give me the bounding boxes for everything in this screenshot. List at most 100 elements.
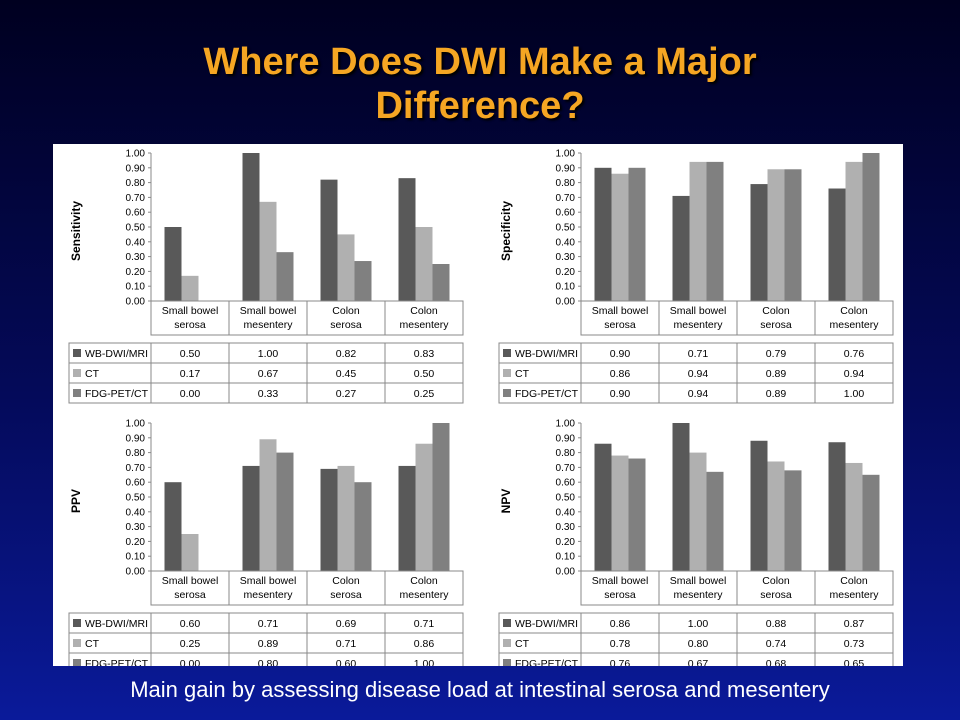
y-tick-label: 0.60 — [126, 208, 146, 219]
legend-label: WB-DWI/MRI — [515, 618, 578, 630]
y-tick-label: 0.10 — [556, 552, 576, 563]
category-label: Small bowel — [162, 575, 219, 587]
category-label: Small bowel — [240, 575, 297, 587]
y-tick-label: 0.60 — [556, 478, 576, 489]
category-label: Small bowel — [592, 575, 649, 587]
y-axis-label: PPV — [69, 489, 83, 513]
bar-wb — [594, 443, 612, 571]
bar-fdg — [784, 470, 802, 571]
bar-fdg — [706, 471, 724, 571]
legend-swatch-fdg — [73, 659, 81, 667]
bar-ct — [767, 461, 785, 571]
bar-wb — [320, 179, 338, 301]
legend-swatch-wb — [73, 619, 81, 627]
category-label: mesentery — [243, 319, 293, 331]
bar-fdg — [628, 167, 646, 301]
bar-wb — [320, 468, 338, 571]
table-value: 0.71 — [688, 348, 709, 360]
chart-specificity: Specificity 0.00 0.10 0.20 0.30 0.40 0.50 0.60 0… — [498, 149, 894, 404]
table-value: 0.89 — [766, 368, 787, 380]
category-label: Colon — [410, 305, 438, 317]
data-table — [498, 342, 894, 404]
bar-ct — [689, 452, 707, 571]
legend-swatch-ct — [73, 639, 81, 647]
bar-ct — [767, 169, 785, 301]
table-value: 0.94 — [844, 368, 865, 380]
category-label: mesentery — [673, 319, 723, 331]
bar-wb — [164, 227, 182, 301]
table-value: 0.89 — [258, 638, 279, 650]
legend-swatch-wb — [503, 349, 511, 357]
category-label: serosa — [330, 319, 362, 331]
category-label: Small bowel — [162, 305, 219, 317]
bar-ct — [611, 455, 629, 571]
bar-ct — [259, 201, 277, 301]
table-value: 0.00 — [180, 388, 201, 400]
table-value: 0.90 — [610, 388, 631, 400]
category-label: mesentery — [829, 589, 879, 601]
category-label: Small bowel — [670, 305, 727, 317]
table-value: 0.76 — [844, 348, 865, 360]
bar-fdg — [432, 423, 450, 571]
table-value: 0.65 — [844, 658, 865, 666]
y-tick-label: 0.10 — [126, 282, 146, 293]
bar-fdg — [276, 252, 294, 301]
slide-title-line-1: Where Does DWI Make a Major — [203, 41, 757, 83]
y-tick-label: 1.00 — [126, 419, 146, 430]
table-value: 0.73 — [844, 638, 865, 650]
bar-ct — [259, 439, 277, 571]
bar-wb — [398, 178, 416, 301]
bar-ct — [337, 234, 355, 301]
legend-label: FDG-PET/CT — [515, 658, 579, 666]
bar-wb — [594, 167, 612, 301]
y-tick-label: 0.80 — [556, 178, 576, 189]
y-tick-label: 0.70 — [126, 193, 146, 204]
table-value: 0.94 — [688, 368, 709, 380]
table-value: 1.00 — [414, 658, 435, 666]
legend-label: CT — [85, 368, 100, 380]
y-tick-label: 0.10 — [126, 552, 146, 563]
y-tick-label: 0.80 — [556, 448, 576, 459]
table-value: 0.25 — [180, 638, 201, 650]
y-tick-label: 0.50 — [126, 493, 146, 504]
bar-fdg — [862, 153, 880, 301]
table-value: 0.50 — [180, 348, 201, 360]
chart-ppv: PPV 0.00 0.10 0.20 0.30 0.40 0.50 0.60 0.70 0.80 0… — [68, 419, 464, 674]
table-value: 0.89 — [766, 388, 787, 400]
table-value: 0.67 — [258, 368, 279, 380]
category-label: Colon — [840, 305, 868, 317]
category-label: mesentery — [399, 589, 449, 601]
category-label: mesentery — [829, 319, 879, 331]
table-value: 0.74 — [766, 638, 787, 650]
legend-swatch-wb — [73, 349, 81, 357]
data-table — [68, 342, 464, 404]
y-axis-label: Specificity — [499, 201, 513, 261]
bar-wb — [828, 442, 846, 571]
bar-wb — [750, 440, 768, 571]
table-value: 0.71 — [414, 618, 435, 630]
y-tick-label: 0.90 — [556, 163, 576, 174]
table-value: 0.71 — [336, 638, 357, 650]
category-label: Colon — [332, 575, 360, 587]
table-value: 0.45 — [336, 368, 357, 380]
y-tick-label: 0.50 — [556, 493, 576, 504]
table-value: 0.90 — [610, 348, 631, 360]
y-tick-label: 0.30 — [126, 252, 146, 263]
category-label: Small bowel — [670, 575, 727, 587]
category-label: serosa — [604, 319, 636, 331]
legend-swatch-fdg — [73, 389, 81, 397]
legend-label: FDG-PET/CT — [515, 388, 579, 400]
bar-ct — [181, 275, 199, 301]
category-label: Small bowel — [592, 305, 649, 317]
bar-fdg — [276, 452, 294, 571]
table-value: 0.94 — [688, 388, 709, 400]
table-value: 0.82 — [336, 348, 357, 360]
table-value: 0.80 — [258, 658, 279, 666]
table-value: 0.50 — [414, 368, 435, 380]
legend-label: WB-DWI/MRI — [85, 348, 148, 360]
bar-fdg — [628, 458, 646, 571]
legend-swatch-ct — [73, 369, 81, 377]
table-value: 0.27 — [336, 388, 357, 400]
y-tick-label: 0.50 — [556, 223, 576, 234]
bar-ct — [181, 534, 199, 571]
